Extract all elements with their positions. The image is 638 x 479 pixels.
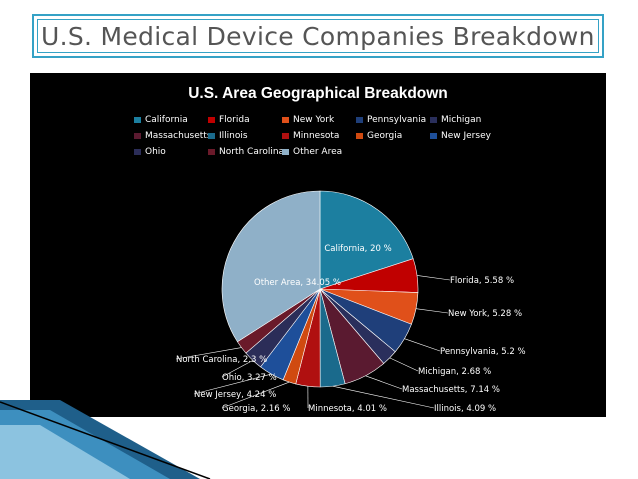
swoosh-line [0, 401, 211, 479]
data-label-minnesota: Minnesota, 4.01 % [308, 404, 387, 414]
legend-swatch [208, 149, 215, 155]
legend-label: Michigan [441, 115, 482, 125]
leader-line-pennsylvania [404, 338, 441, 352]
legend-item-pennsylvania: Pennsylvania [356, 115, 426, 125]
legend-item-new-jersey: New Jersey [430, 131, 491, 141]
legend-label: New York [293, 115, 335, 125]
legend-label: Georgia [367, 131, 403, 141]
legend-label: Pennsylvania [367, 115, 427, 125]
data-label-new-york: New York, 5.28 % [448, 309, 522, 319]
legend-item-michigan: Michigan [430, 115, 481, 125]
data-label-georgia: Georgia, 2.16 % [222, 404, 290, 414]
leader-line-illinois [332, 385, 435, 409]
legend-swatch [208, 133, 215, 139]
leader-line-massachusetts [365, 375, 403, 390]
swoosh-band-light [0, 425, 130, 479]
legend-label: Massachusetts [145, 131, 212, 141]
legend-swatch [356, 133, 363, 139]
chart-panel: U.S. Area Geographical Breakdown Califor… [30, 73, 606, 417]
data-label-illinois: Illinois, 4.09 % [434, 404, 496, 414]
legend-label: Minnesota [293, 131, 340, 141]
data-label-ohio: Ohio, 3.27 % [222, 373, 277, 383]
slide-title: U.S. Medical Device Companies Breakdown [41, 22, 595, 51]
legend-item-illinois: Illinois [208, 131, 248, 141]
legend-label: California [145, 115, 188, 125]
data-label-california: California, 20 % [324, 244, 391, 254]
legend-item-other-area: Other Area [282, 147, 342, 157]
legend-swatch [430, 133, 437, 139]
leader-line-ohio [221, 360, 253, 378]
data-label-pennsylvania: Pennsylvania, 5.2 % [440, 347, 526, 357]
leader-line-florida [417, 275, 451, 281]
data-label-michigan: Michigan, 2.68 % [418, 367, 491, 377]
data-label-north-carolina: North Carolina, 2.3 % [176, 355, 267, 365]
legend-swatch [134, 133, 141, 139]
legend-label: North Carolina [219, 147, 285, 157]
slide-title-inner-border [37, 19, 599, 53]
legend-label: Florida [219, 115, 250, 125]
legend-swatch [282, 133, 289, 139]
legend-item-north-carolina: North Carolina [208, 147, 284, 157]
legend-swatch [282, 117, 289, 123]
legend-item-massachusetts: Massachusetts [134, 131, 212, 141]
slide-title-box: U.S. Medical Device Companies Breakdown [32, 14, 604, 58]
legend-label: Illinois [219, 131, 248, 141]
legend-swatch [430, 117, 437, 123]
legend-item-ohio: Ohio [134, 147, 166, 157]
legend-swatch [356, 117, 363, 123]
data-label-new-jersey: New Jersey, 4.24 % [194, 390, 276, 400]
legend-item-new-york: New York [282, 115, 334, 125]
data-label-florida: Florida, 5.58 % [450, 276, 514, 286]
leader-line-new-york [415, 308, 449, 314]
legend-label: Other Area [293, 147, 343, 157]
legend-label: New Jersey [441, 131, 491, 141]
legend-swatch [208, 117, 215, 123]
legend-swatch [134, 149, 141, 155]
chart-title: U.S. Area Geographical Breakdown [188, 85, 448, 102]
legend-item-california: California [134, 115, 188, 125]
legend-swatch [282, 149, 289, 155]
legend-swatch [134, 117, 141, 123]
pie-slice-other-area [221, 190, 321, 343]
pie-chart: California, 20 % Florida, 5.58 % New York,… [175, 190, 526, 414]
leader-line-georgia [221, 381, 290, 409]
leader-line-michigan [389, 357, 419, 372]
data-label-other-area: Other Area, 34.05 % [254, 278, 341, 288]
leader-line-new-jersey [193, 373, 272, 395]
pie-slice-california [319, 190, 414, 290]
legend-label: Ohio [145, 147, 166, 157]
data-label-massachusetts: Massachusetts, 7.14 % [402, 385, 500, 395]
legend-item-georgia: Georgia [356, 131, 402, 141]
leader-line-north-carolina [175, 347, 242, 360]
legend-item-florida: Florida [208, 115, 250, 125]
legend-item-minnesota: Minnesota [282, 131, 339, 141]
